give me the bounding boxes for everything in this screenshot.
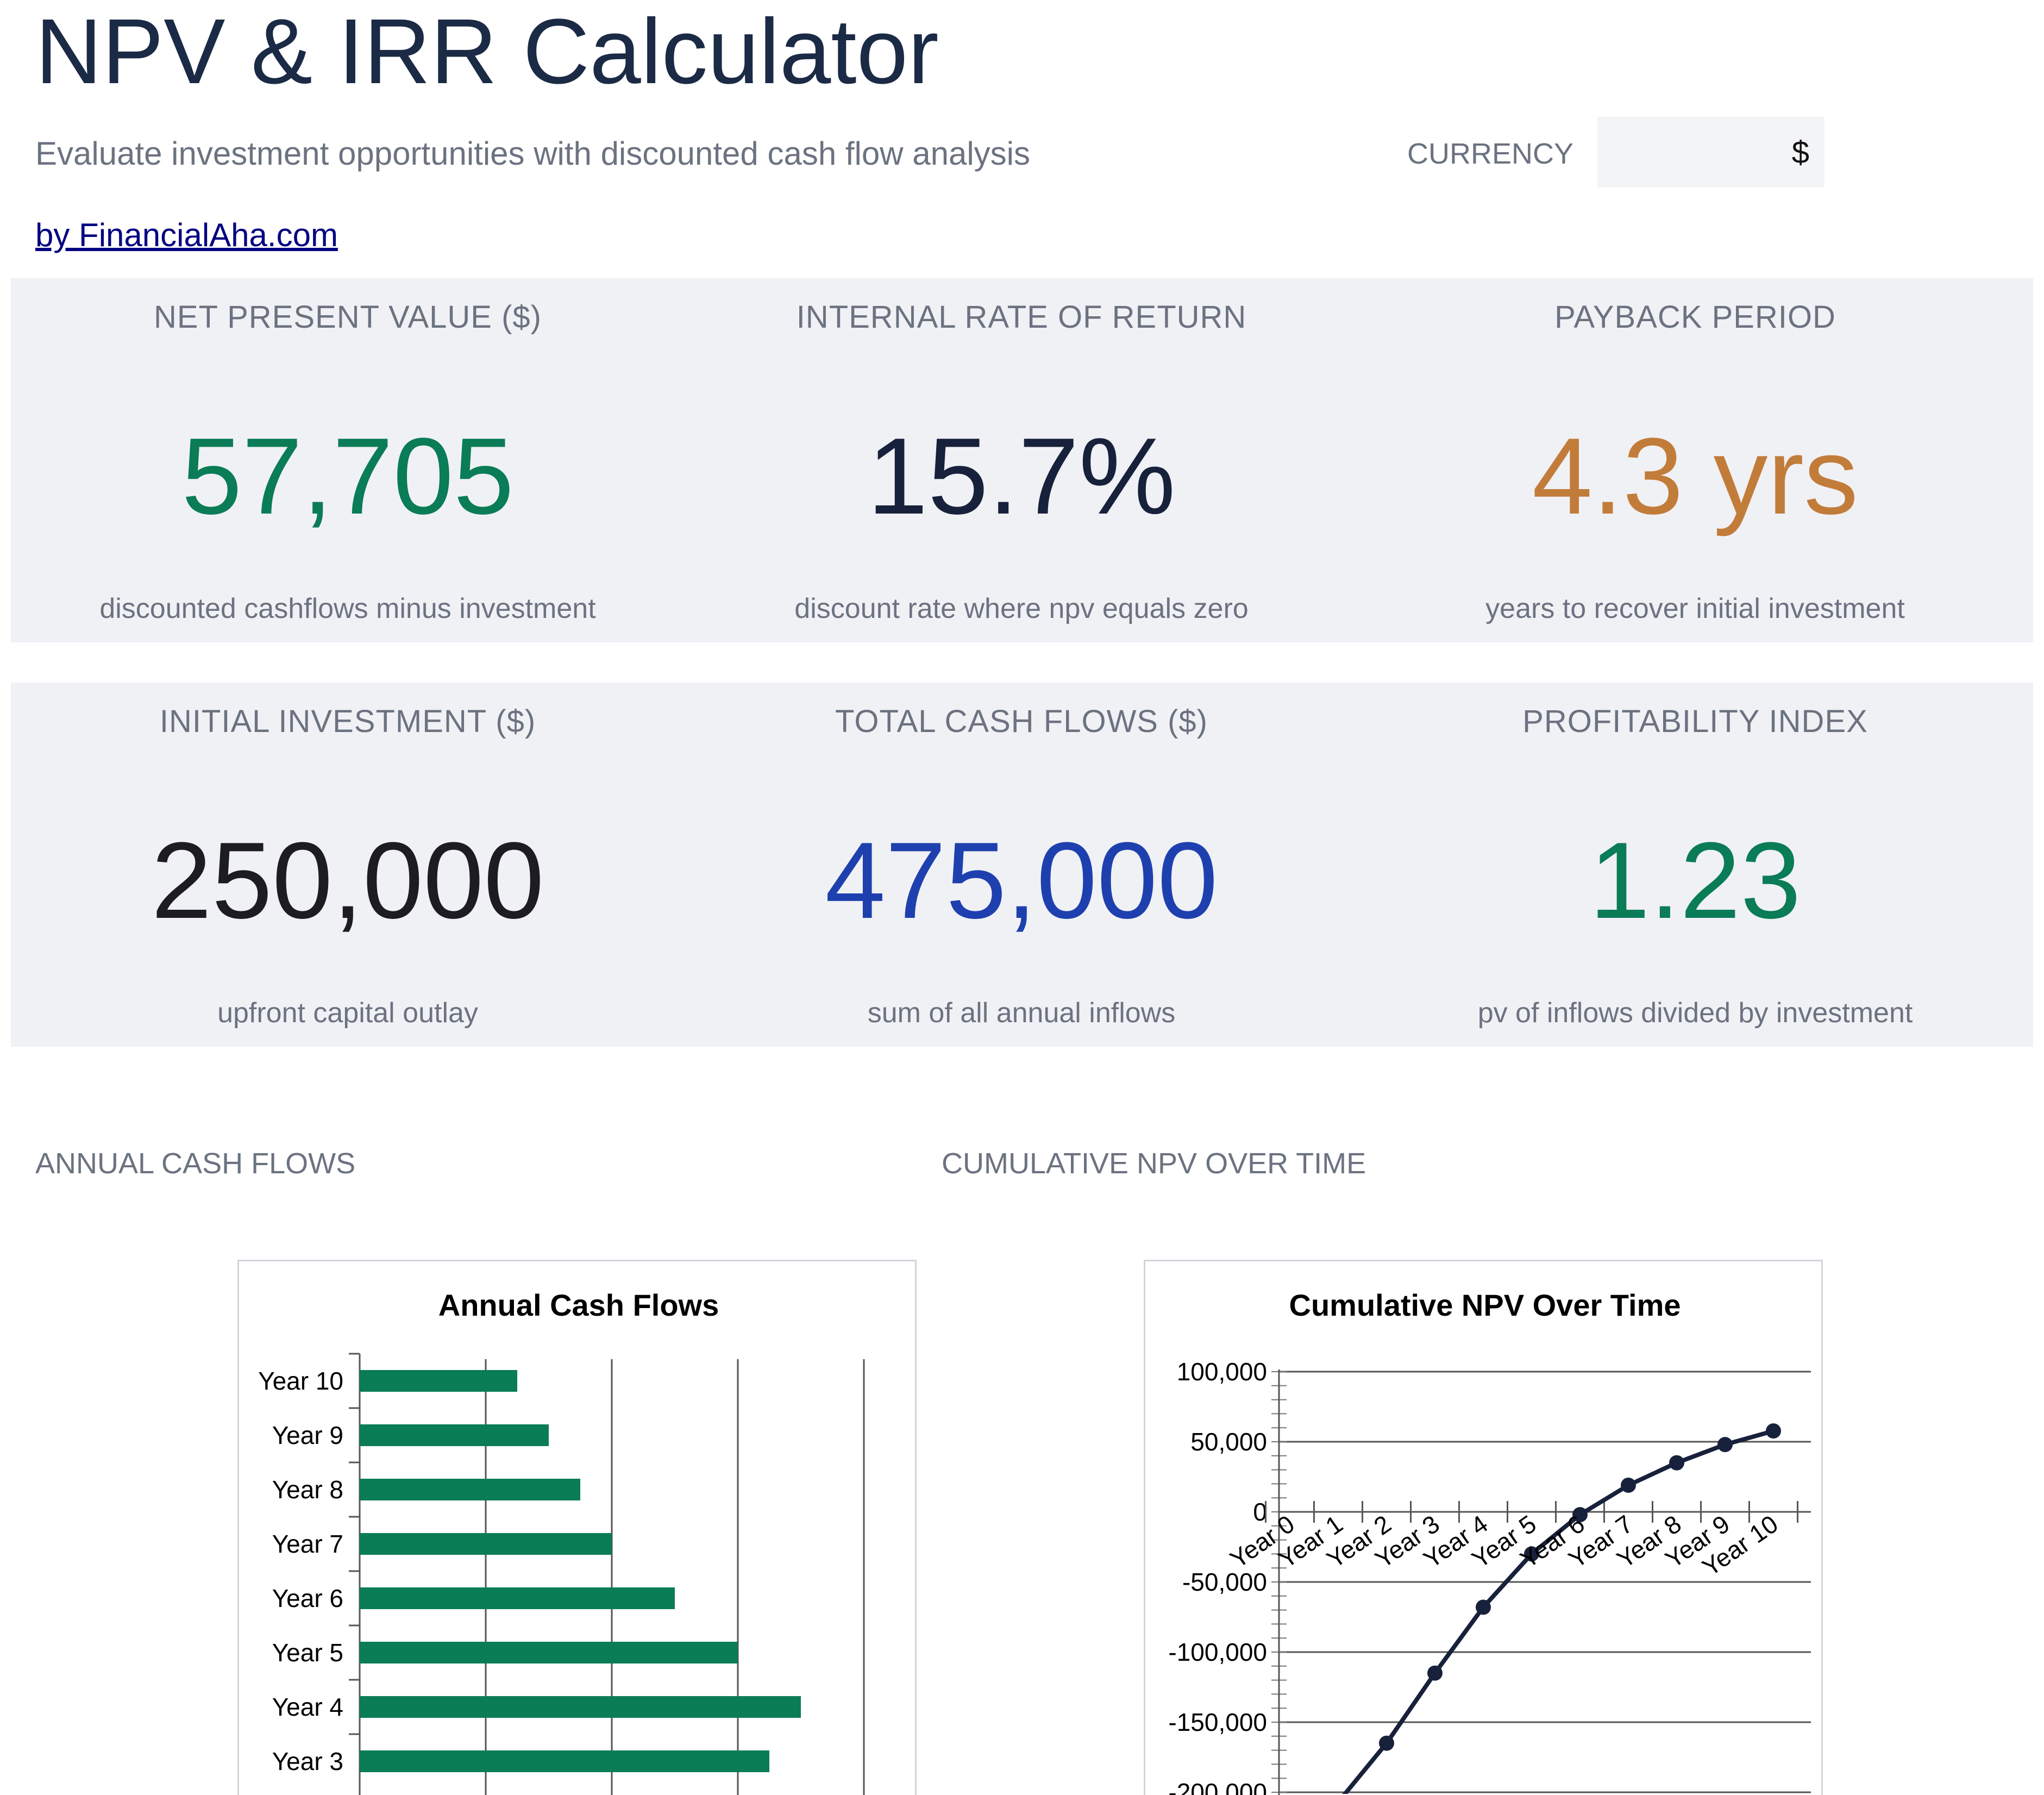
y-tick-label: -150,000 — [1168, 1708, 1267, 1736]
currency-label: CURRENCY — [1407, 137, 1574, 170]
y-tick-label: -50,000 — [1182, 1568, 1267, 1596]
kpi-internal-rate-of-return: INTERNAL RATE OF RETURN 15.7% discount r… — [685, 278, 1358, 642]
y-tick-label: 50,000 — [1190, 1428, 1267, 1456]
chart-title: Annual Cash Flows — [438, 1288, 719, 1322]
category-label: Year 6 — [272, 1584, 343, 1612]
bar — [360, 1479, 580, 1500]
data-point — [1766, 1423, 1781, 1439]
bar — [360, 1424, 549, 1446]
kpi-payback-period: PAYBACK PERIOD 4.3 yrs years to recover … — [1358, 278, 2032, 642]
kpi-initial-investment: INITIAL INVESTMENT ($) 250,000 upfront c… — [11, 683, 685, 1047]
annual-cash-flows-plot: Annual Cash Flows Year 10 Year 9 Year 8 Year… — [258, 1288, 865, 1795]
kpi-label: NET PRESENT VALUE ($) — [154, 299, 542, 335]
cumulative-npv-section-label: CUMULATIVE NPV OVER TIME — [942, 1147, 1366, 1180]
byline-link[interactable]: by FinancialAha.com — [35, 217, 338, 253]
kpi-value: 475,000 — [825, 820, 1218, 941]
kpi-note: discounted cashflows minus investment — [99, 593, 596, 624]
kpi-profitability-index: PROFITABILITY INDEX 1.23 pv of inflows d… — [1358, 683, 2032, 1047]
annual-cash-flows-section-label: ANNUAL CASH FLOWS — [35, 1147, 356, 1180]
page-subtitle: Evaluate investment opportunities with d… — [35, 135, 1030, 172]
category-label: Year 7 — [272, 1530, 343, 1558]
data-point — [1572, 1507, 1588, 1523]
data-point — [1717, 1437, 1733, 1453]
annual-cash-flows-chart: Annual Cash Flows Year 10 Year 9 Year 8 Year… — [237, 1260, 917, 1795]
kpi-note: years to recover initial investment — [1485, 593, 1905, 624]
data-point — [1621, 1477, 1636, 1493]
bar — [360, 1642, 738, 1663]
bar — [360, 1696, 801, 1718]
y-tick-label: -200,000 — [1168, 1778, 1267, 1795]
kpi-value: 4.3 yrs — [1532, 416, 1859, 537]
kpi-value: 15.7% — [867, 416, 1176, 537]
data-point — [1669, 1455, 1684, 1471]
currency-input[interactable]: $ — [1597, 117, 1824, 187]
category-label: Year 8 — [272, 1475, 343, 1504]
bar — [360, 1370, 517, 1392]
data-point — [1379, 1735, 1394, 1751]
kpi-label: INITIAL INVESTMENT ($) — [159, 704, 536, 739]
category-label: Year 5 — [272, 1638, 343, 1667]
kpi-label: TOTAL CASH FLOWS ($) — [835, 704, 1208, 739]
y-tick-label: 0 — [1253, 1498, 1267, 1526]
page-title: NPV & IRR Calculator — [35, 0, 939, 103]
kpi-value: 57,705 — [181, 416, 514, 537]
kpi-note: sum of all annual inflows — [867, 997, 1176, 1029]
cumulative-npv-plot: Cumulative NPV Over Time 100,000 50,000 0 -5… — [1168, 1288, 1811, 1795]
kpi-note: pv of inflows divided by investment — [1477, 997, 1913, 1029]
y-tick-label: -100,000 — [1168, 1638, 1267, 1666]
series-line — [1342, 1429, 1775, 1794]
kpi-value: 1.23 — [1589, 820, 1801, 941]
kpi-net-present-value: NET PRESENT VALUE ($) 57,705 discounted … — [11, 278, 685, 642]
category-label: Year 4 — [272, 1693, 343, 1721]
kpi-row-secondary: INITIAL INVESTMENT ($) 250,000 upfront c… — [11, 683, 2033, 1047]
kpi-label: PAYBACK PERIOD — [1554, 299, 1836, 335]
data-point — [1476, 1599, 1491, 1615]
category-label: Year 3 — [272, 1747, 343, 1775]
kpi-total-cash-flows: TOTAL CASH FLOWS ($) 475,000 sum of all … — [685, 683, 1358, 1047]
data-point — [1524, 1546, 1539, 1562]
y-tick-label: 100,000 — [1177, 1358, 1267, 1386]
category-label: Year 10 — [258, 1367, 343, 1395]
kpi-note: upfront capital outlay — [217, 997, 478, 1029]
kpi-row-primary: NET PRESENT VALUE ($) 57,705 discounted … — [11, 278, 2033, 642]
kpi-label: PROFITABILITY INDEX — [1522, 704, 1868, 739]
kpi-label: INTERNAL RATE OF RETURN — [796, 299, 1247, 335]
chart-title: Cumulative NPV Over Time — [1289, 1288, 1681, 1322]
cumulative-npv-chart: Cumulative NPV Over Time 100,000 50,000 0 -5… — [1144, 1260, 1823, 1795]
bar — [360, 1533, 612, 1555]
kpi-value: 250,000 — [151, 820, 544, 941]
kpi-note: discount rate where npv equals zero — [794, 593, 1249, 624]
data-point — [1427, 1665, 1443, 1681]
bar — [360, 1750, 769, 1772]
bar — [360, 1587, 675, 1609]
category-label: Year 9 — [272, 1421, 343, 1449]
